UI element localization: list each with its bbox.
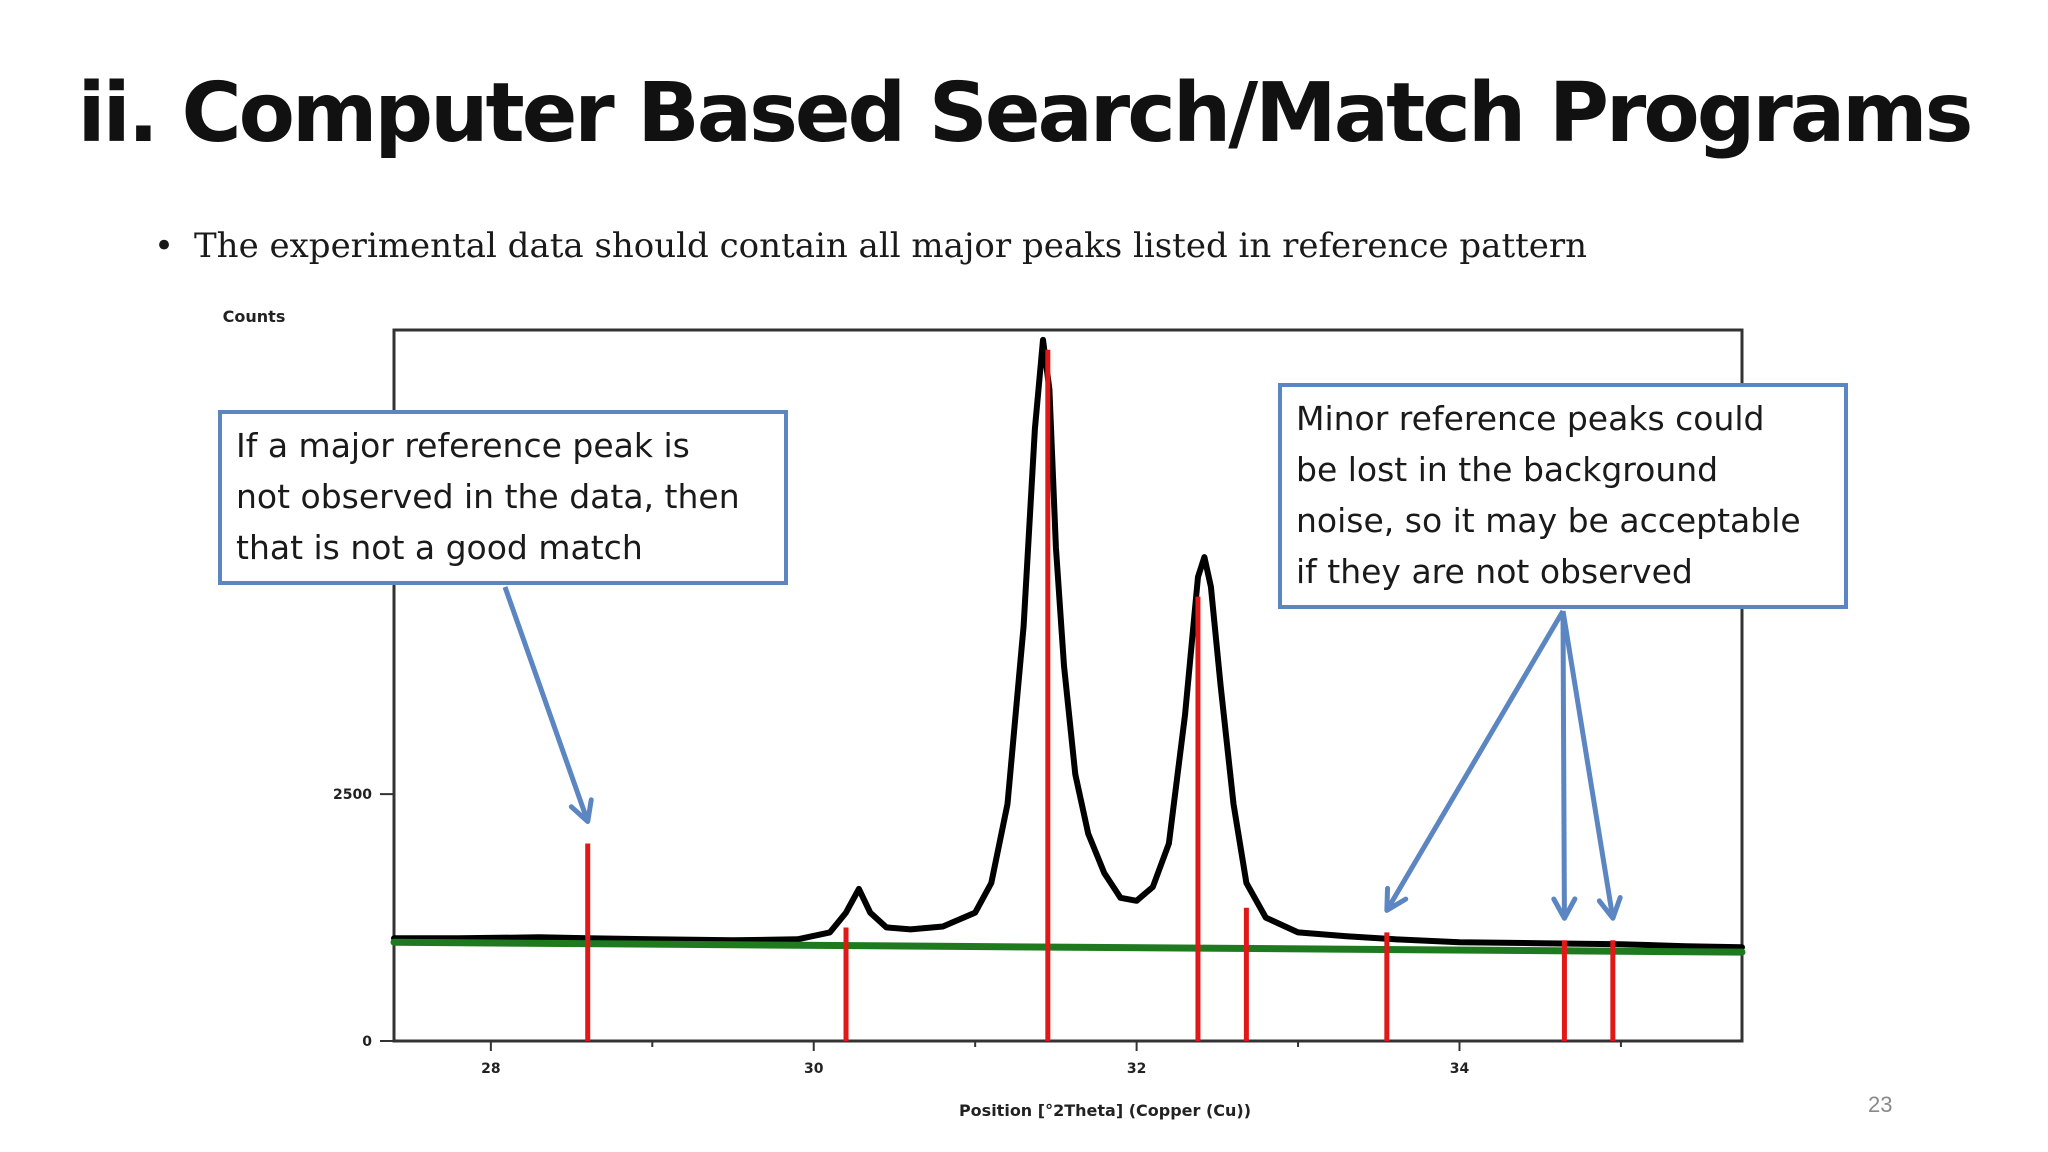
slide-title: ii. Computer Based Search/Match Programs xyxy=(77,66,1974,161)
y-axis-label: Counts xyxy=(223,307,286,326)
bullet-item: • The experimental data should contain al… xyxy=(154,226,1587,266)
experimental-series-line xyxy=(391,336,1745,951)
x-tick-label: 30 xyxy=(804,1061,824,1077)
y-tick-label: 0 xyxy=(362,1034,372,1050)
y-tick-label: 2500 xyxy=(333,787,372,803)
arrow-major-peak xyxy=(502,586,591,823)
callout-line: If a major reference peak is xyxy=(236,426,690,465)
callout-arrows xyxy=(502,586,1623,921)
callout-line: Minor reference peaks could xyxy=(1296,399,1765,438)
x-tick-label: 32 xyxy=(1127,1061,1146,1077)
arrow-minor-peak xyxy=(1560,610,1616,919)
callout-line: be lost in the background xyxy=(1296,450,1719,489)
callout-line: noise, so it may be acceptable xyxy=(1296,501,1801,540)
axis-ticks: 0 2500 28 30 32 34 xyxy=(333,787,1622,1077)
callout-major-peak: If a major reference peak is not observe… xyxy=(218,410,788,585)
background-series-line xyxy=(390,938,1746,956)
bullet-text: The experimental data should contain all… xyxy=(194,226,1588,266)
callout-line: if they are not observed xyxy=(1296,552,1693,591)
x-axis-label: Position [°2Theta] (Copper (Cu)) xyxy=(959,1101,1251,1120)
x-tick-label: 34 xyxy=(1450,1061,1470,1077)
callout-minor-peaks: Minor reference peaks could be lost in t… xyxy=(1278,383,1848,609)
slide-number: 23 xyxy=(1868,1092,1893,1117)
series-layer xyxy=(390,336,1746,956)
arrow-minor-peak-head xyxy=(1551,896,1578,921)
bullet-dot-icon: • xyxy=(154,226,175,266)
arrow-minor-peak xyxy=(1560,610,1567,919)
callout-line: that is not a good match xyxy=(236,528,643,567)
callout-line: not observed in the data, then xyxy=(236,477,740,516)
arrow-minor-peak xyxy=(1384,609,1566,912)
arrow-major-peak-head xyxy=(568,797,594,824)
reference-peaks xyxy=(585,349,1616,1041)
arrow-minor-peak-head xyxy=(1596,895,1623,921)
x-tick-label: 28 xyxy=(481,1061,500,1077)
arrow-minor-peak-head xyxy=(1384,885,1409,913)
